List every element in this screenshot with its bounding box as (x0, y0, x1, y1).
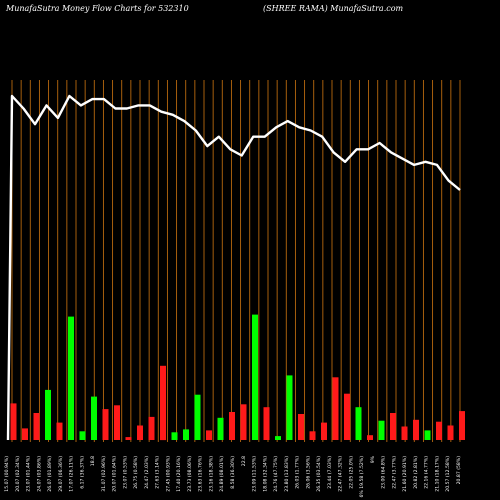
money-flow-bar (148, 416, 155, 440)
x-tick-label: 6% 19.58 (7.52%) (359, 456, 365, 498)
money-flow-bar (321, 422, 327, 440)
money-flow-bar (344, 393, 350, 440)
money-flow-bar (436, 421, 442, 440)
money-flow-bar (252, 314, 258, 440)
money-flow-bar (240, 404, 247, 440)
x-tick-label: 23.07 (0.53%) (122, 456, 128, 489)
x-tick-label: 24.89 (08.01%) (219, 456, 225, 492)
x-tick-label: 20.82 (2.81%) (413, 456, 419, 489)
x-tick-label: 18.08 (32.34%) (262, 456, 268, 492)
money-flow-bar (22, 428, 28, 440)
money-flow-bar (114, 405, 120, 440)
money-flow-bar (160, 365, 166, 441)
x-tick-labels: 15.07 (00.94%) 20.07 (02.34%) 23.07 (01.44… (4, 455, 462, 497)
money-flow-bar (33, 413, 40, 440)
x-tick-label: 23.63 (16.76%) (198, 456, 204, 492)
x-tick-label: 20.07 (02.34%) (15, 456, 21, 492)
x-tick-label: 9% (370, 455, 376, 463)
price-line (6, 94, 461, 441)
x-tick-label: 23.80 (13.83%) (284, 456, 290, 492)
money-flow-bar (378, 420, 385, 440)
money-flow-bar (401, 426, 408, 440)
chart-title: MunafaSutra Money Flow Charts for 532310 (6, 4, 189, 13)
money-flow-bar (68, 316, 74, 440)
money-flow-bar (309, 431, 316, 440)
x-tick-label: 6.17 (36.37%) (79, 456, 85, 489)
x-tick-label: 22.47 (3.77%) (391, 456, 397, 489)
x-tick-label: 22.16 (4.77%) (424, 456, 430, 489)
x-tick-label: 26.03 (1.77%) (295, 456, 301, 489)
chart-subtitle: (SHREE RAMA) MunafaSutra.com (263, 4, 404, 13)
x-tick-label: 20.07 (01.64%) (112, 456, 118, 492)
x-tick-label: 8.58 (36.30%) (230, 456, 236, 489)
x-tick-label: 23.09 (11.53%) (252, 456, 258, 492)
x-tick-label: 23.44 (7.03%) (327, 456, 333, 489)
money-flow-bar (91, 396, 97, 440)
grid-lines (11, 80, 461, 442)
money-flow-bar (229, 412, 235, 440)
money-flow-bar (275, 436, 281, 440)
x-tick-label: 23.00 (64.8%) (381, 456, 387, 489)
x-tick-label: 22.47 (47.32%) (338, 456, 344, 492)
x-tick-label: 23.16 (18.38%) (209, 456, 215, 492)
money-flow-bar (367, 435, 373, 440)
x-tick-label: 27.45 (00.93%) (165, 456, 171, 492)
x-tick-label: 27.63 (3.14%) (155, 456, 161, 489)
money-flow-bar (298, 414, 304, 440)
x-tick-label: 23.07 (01.44%) (26, 456, 32, 492)
money-flow-bar (424, 430, 431, 440)
x-tick-label: 17.40 (20.16%) (176, 456, 182, 492)
money-flow-bar (79, 431, 86, 440)
x-tick-label: 21.10 (18.17%) (435, 456, 441, 492)
money-flow-bar (206, 430, 212, 440)
money-flow-bar (332, 377, 339, 440)
money-flow-bar (459, 411, 465, 440)
x-tick-label: 20.57 (12.58%) (445, 456, 451, 492)
money-flow-bar (183, 429, 189, 440)
money-flow-bar (447, 425, 454, 440)
x-tick-label: 24.47 (2.03%) (144, 456, 150, 489)
money-flow-bar (217, 417, 224, 440)
x-tick-label: 31.07 (02.96%) (101, 456, 107, 492)
x-tick-label: 26.06 (3.56%) (305, 456, 311, 489)
x-tick-label: 22.8 (241, 456, 247, 466)
x-tick-label: 17.07 (26.11%) (69, 456, 75, 492)
money-flow-bar (263, 407, 270, 440)
money-flow-bar (10, 403, 17, 440)
x-tick-label: 21.60 (20.91%) (402, 456, 408, 492)
x-tick-label: 18.8 (90, 456, 96, 466)
x-tick-label: 29.07 (06.36%) (58, 456, 64, 492)
money-flow-bar (413, 419, 419, 441)
money-flow-bar (102, 409, 109, 440)
x-tick-label: 26.35 (03.54%) (316, 456, 322, 492)
money-flow-bar (194, 394, 201, 440)
x-tick-label: 26.75 (0.58%) (133, 456, 139, 489)
money-flow-bar (45, 389, 51, 440)
money-flow-bar (171, 432, 178, 440)
money-flow-bars (10, 314, 465, 441)
x-tick-label: 24.07 (03.86%) (36, 456, 42, 492)
x-tick-label: 20.87 (58%) (456, 456, 462, 485)
x-tick-label: 15.07 (00.94%) (4, 456, 10, 492)
money-flow-bar (137, 425, 143, 440)
x-tick-label: 23.73 (08.06%) (187, 456, 193, 492)
money-flow-bar (125, 437, 132, 440)
x-tick-label: 22.05 (25.0%) (348, 456, 354, 489)
money-flow-bar (286, 375, 293, 440)
x-tick-label: 26.07 (01.89%) (47, 456, 53, 492)
money-flow-bar (390, 413, 396, 440)
money-flow-bar (355, 407, 362, 440)
money-flow-bar (56, 422, 63, 440)
x-tick-label: 24.76 (47.75%) (273, 456, 279, 492)
